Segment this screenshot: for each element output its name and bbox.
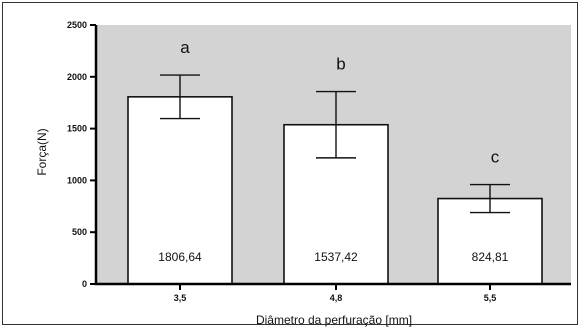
- significance-letter: c: [491, 148, 500, 167]
- x-tick-label: 5,5: [484, 293, 497, 303]
- x-axis-title: Diâmetro da perfuração [mm]: [256, 313, 412, 327]
- significance-letter: b: [336, 55, 345, 74]
- bar: [127, 96, 233, 285]
- y-tick-label: 0: [82, 279, 87, 289]
- axes-layer: 0 500 1000 1500 2000 2500 3,5 4,8 5,5: [67, 20, 571, 303]
- significance-letter: a: [180, 38, 190, 57]
- y-tick-label: 2000: [67, 72, 87, 82]
- data-label: 1537,42: [314, 250, 358, 264]
- y-tick-label: 2500: [67, 20, 87, 30]
- y-tick-label: 1000: [67, 175, 87, 185]
- x-tick-label: 3,5: [174, 293, 187, 303]
- data-label: 1806,64: [158, 250, 202, 264]
- data-label: 824,81: [472, 250, 509, 264]
- bars-layer: 1806,64 a 1537,42 b 824,81 c: [127, 38, 543, 285]
- figure-frame: [2, 2, 578, 325]
- y-tick-label: 500: [72, 227, 87, 237]
- y-tick-label: 1500: [67, 124, 87, 134]
- x-tick-label: 4,8: [330, 293, 343, 303]
- y-axis-title: Força(N): [35, 128, 49, 175]
